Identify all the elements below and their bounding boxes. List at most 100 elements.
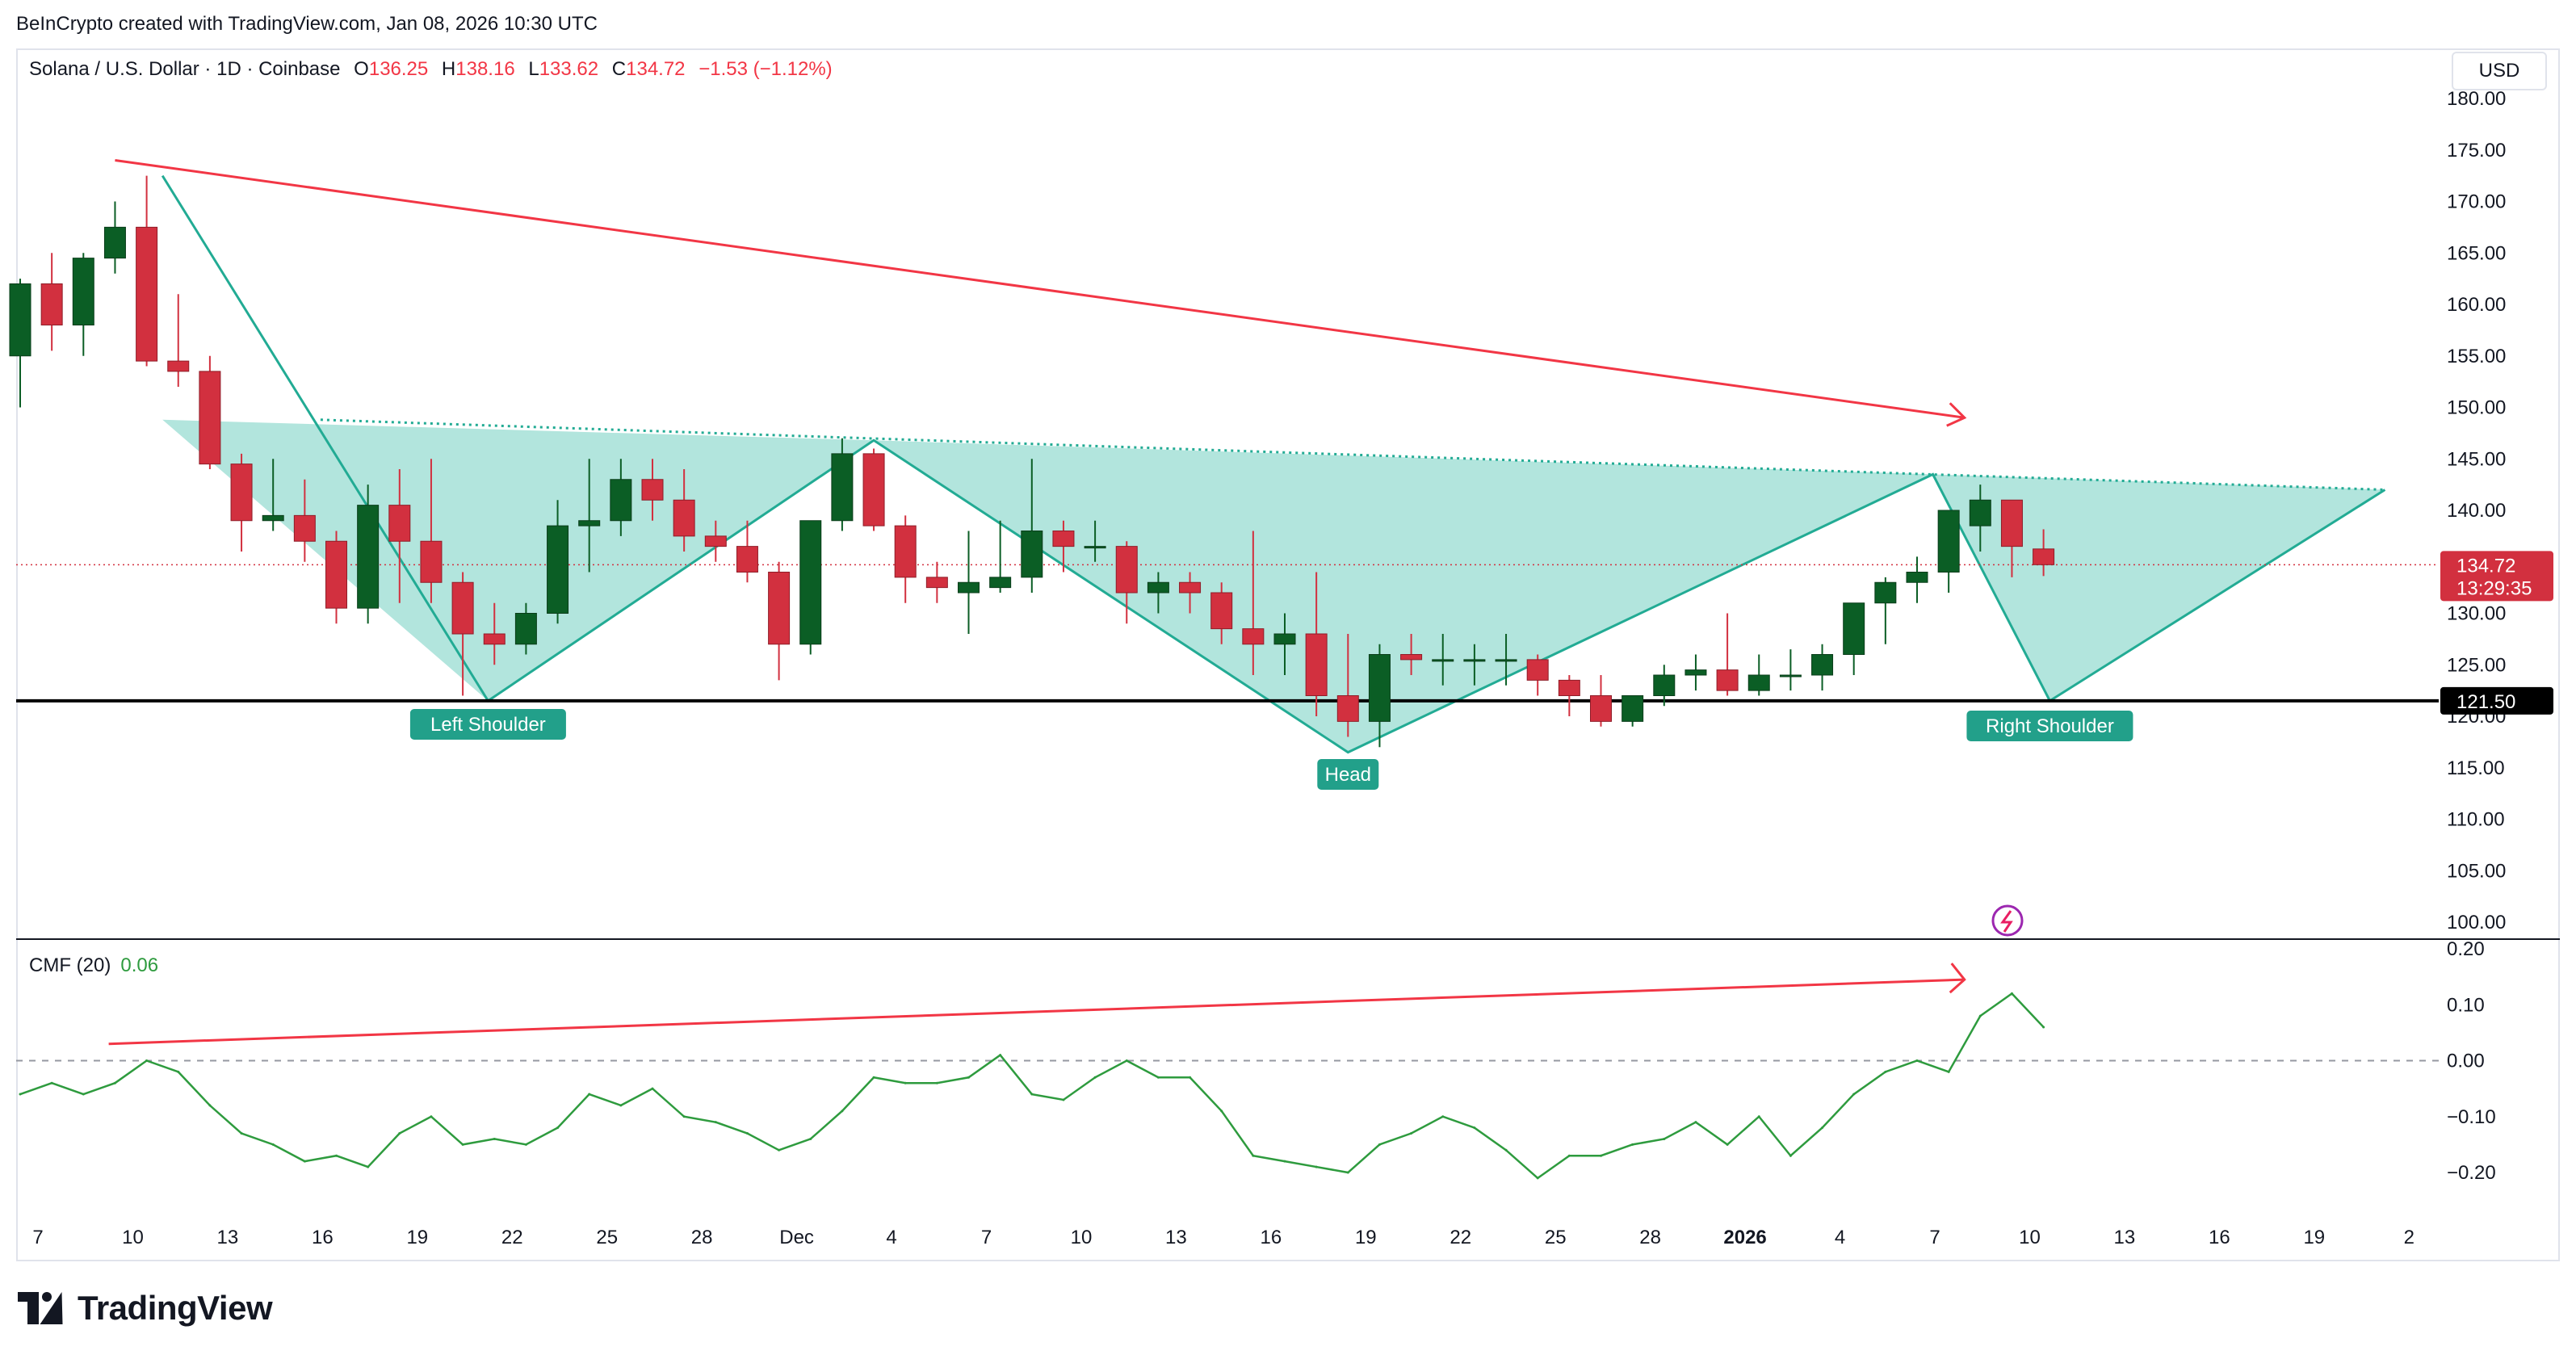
cmf-point (556, 1126, 560, 1130)
high-label: H (441, 58, 456, 80)
candle (103, 201, 126, 274)
cmf-point (271, 1143, 275, 1146)
candle (989, 520, 1012, 593)
cmf-point (1884, 1070, 1887, 1073)
cmf-point (1915, 1059, 1919, 1062)
cmf-name[interactable]: CMF (20) (29, 954, 111, 976)
cmf-axis-tick: 0.10 (2447, 994, 2485, 1016)
price-axis-tick: 170.00 (2447, 191, 2506, 213)
candle-body (894, 525, 917, 578)
cmf-axis-tick: 0.20 (2447, 938, 2485, 960)
candle-body (831, 453, 854, 522)
cmf-trendline-arrow (1949, 963, 1966, 994)
time-axis-tick: 2 (2404, 1227, 2414, 1248)
price-axis-tick: 105.00 (2447, 860, 2506, 882)
cmf-point (19, 1093, 22, 1096)
candle (262, 459, 284, 531)
time-axis-tick: 25 (596, 1227, 618, 1248)
candle-body (1052, 531, 1075, 547)
time-axis-tick: 19 (2303, 1227, 2325, 1248)
candle-body (1747, 674, 1770, 691)
price-axis-tick: 180.00 (2447, 88, 2506, 110)
candle (1811, 644, 1834, 691)
cmf-point (1030, 1093, 1034, 1096)
cmf-point (588, 1093, 591, 1096)
candle (325, 531, 347, 624)
cmf-trendline (108, 978, 1965, 1046)
right-shoulder-label-text: Right Shoulder (1986, 715, 2114, 737)
time-axis-tick: 10 (122, 1227, 144, 1248)
cmf-point (240, 1132, 243, 1135)
low-label: L (528, 58, 539, 80)
price-axis-tick: 160.00 (2447, 294, 2506, 316)
cmf-point (430, 1115, 433, 1118)
candle-body (1906, 572, 1928, 583)
cmf-axis-tick: −0.10 (2447, 1106, 2496, 1128)
time-axis-tick: 13 (2114, 1227, 2136, 1248)
cmf-point (1600, 1154, 1602, 1157)
symbol-title[interactable]: Solana / U.S. Dollar · 1D · Coinbase (29, 58, 341, 80)
neckline-badge-bg (2440, 686, 2553, 715)
time-axis-tick: 19 (1355, 1227, 1377, 1248)
cmf-point (714, 1121, 717, 1124)
candle-body (1843, 602, 1865, 655)
candle-body (768, 572, 791, 645)
head-label-bg (1317, 759, 1379, 790)
price-axis-tick: 110.00 (2447, 809, 2505, 831)
candle (641, 459, 664, 521)
current-price-badge-bg (2440, 551, 2553, 602)
currency-button[interactable]: USD (2452, 52, 2547, 90)
candle (799, 520, 822, 655)
candle-body (1210, 592, 1233, 630)
lightning-icon-bolt (2000, 910, 2013, 933)
left-shoulder-label-bg (409, 709, 566, 740)
left-shoulder-label: Left Shoulder (409, 709, 566, 740)
cmf-point (1410, 1132, 1413, 1135)
high-value: 138.16 (455, 58, 515, 80)
candle (894, 515, 917, 603)
candle (1874, 577, 1897, 644)
price-axis-tick: 100.00 (2447, 912, 2506, 933)
cmf-point (1473, 1126, 1476, 1130)
time-axis-tick: 4 (886, 1227, 896, 1248)
candle (1906, 556, 1928, 603)
candle-body (40, 283, 63, 325)
neckline-badge-text: 121.50 (2456, 691, 2515, 713)
pattern-fill (162, 419, 2385, 753)
candle-body (103, 226, 126, 259)
candle (1495, 634, 1517, 686)
candle-body (1716, 669, 1739, 691)
candle-body (578, 520, 601, 526)
candle (483, 602, 506, 665)
candle (199, 355, 221, 469)
cmf-point (1093, 1076, 1097, 1079)
candle (1937, 510, 1960, 593)
candle (1305, 572, 1328, 716)
cmf-point (935, 1081, 938, 1084)
candle (1463, 644, 1486, 686)
cmf-point (1125, 1059, 1128, 1062)
candle-body (136, 226, 158, 362)
tradingview-logo[interactable]: TradingView (18, 1287, 273, 1329)
time-axis-tick: 4 (1835, 1227, 1845, 1248)
candle-body (1463, 659, 1486, 662)
candle-body (1179, 581, 1202, 594)
cmf-point (999, 1054, 1002, 1057)
time-axis-tick: 22 (501, 1227, 523, 1248)
cmf-point (619, 1104, 623, 1107)
candle (1653, 665, 1676, 707)
candle-body (388, 505, 411, 542)
candle-body (862, 453, 885, 526)
price-axis-tick: 175.00 (2447, 140, 2506, 162)
cmf-point (145, 1059, 149, 1062)
cmf-point (1220, 1110, 1223, 1113)
time-axis-tick: 16 (312, 1227, 334, 1248)
candle-body (483, 633, 506, 645)
cmf-point (651, 1087, 654, 1090)
candle-body (9, 283, 31, 357)
price-axis-tick: 140.00 (2447, 500, 2506, 522)
candle-body (1021, 531, 1043, 578)
candle-body (1684, 669, 1707, 676)
